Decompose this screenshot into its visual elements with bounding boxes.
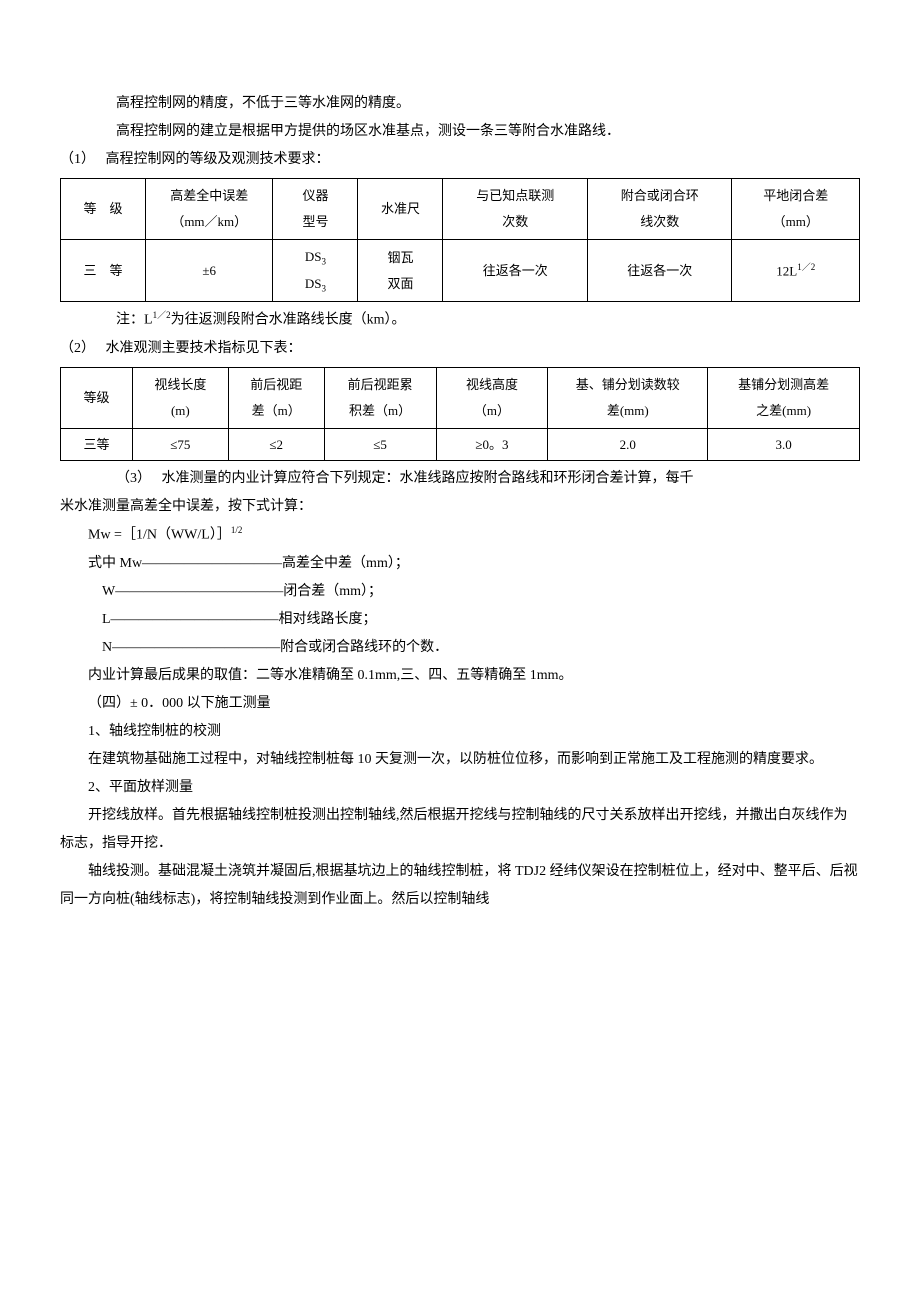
cell-text: 线次数	[640, 214, 679, 229]
cell: ≥0。3	[436, 428, 548, 460]
cell-text: 差(mm)	[607, 403, 649, 418]
superscript: 1／2	[153, 310, 171, 320]
table-1: 等 级 高差全中误差 （mm／km） 仪器 型号 水准尺 与已知点联测 次数 附…	[60, 178, 860, 302]
cell-text: 差（m）	[252, 403, 301, 418]
glossary-line: W————————————闭合差（mm）；	[60, 578, 860, 606]
cell-text: 视线长度	[154, 377, 206, 392]
cell-text: 平地闭合差	[763, 188, 828, 203]
cell-text: 视线高度	[466, 377, 518, 392]
cell-text: 仪器	[302, 188, 328, 203]
header-cell: 水准尺	[358, 179, 443, 240]
cell-text: (m)	[171, 403, 190, 418]
table-2: 等级 视线长度 (m) 前后视距 差（m） 前后视距累 积差（m） 视线高度 （…	[60, 367, 860, 461]
paragraph: 内业计算最后成果的取值：二等水准精确至 0.1mm,三、四、五等精确至 1mm。	[60, 662, 860, 690]
header-cell: 高差全中误差 （mm／km）	[145, 179, 273, 240]
superscript: 1/2	[231, 525, 243, 535]
subsection-title: 2、平面放样测量	[60, 774, 860, 802]
table-header-row: 等 级 高差全中误差 （mm／km） 仪器 型号 水准尺 与已知点联测 次数 附…	[61, 179, 860, 240]
section-3-line2: 米水准测量高差全中误差，按下式计算：	[60, 493, 860, 521]
cell: 往返各一次	[587, 240, 732, 302]
header-cell: 基铺分划测高差 之差(mm)	[708, 367, 860, 428]
cell-text: 铟瓦	[387, 250, 413, 265]
header-cell: 前后视距 差（m）	[228, 367, 324, 428]
table-row: 三 等 ±6 DS3 DS3 铟瓦 双面 往返各一次 往返各一次 12L1／2	[61, 240, 860, 302]
cell-text: 基、铺分划读数较	[576, 377, 680, 392]
note-text: 为往返测段附合水准路线长度（km）。	[171, 313, 406, 328]
paragraph: 轴线投测。基础混凝土浇筑并凝固后,根据基坑边上的轴线控制桩，将 TDJ2 经纬仪…	[60, 858, 860, 914]
glossary-line: L————————————相对线路长度；	[60, 606, 860, 634]
formula-text: Mw =［1/N（WW/L）］	[88, 528, 231, 543]
cell-text: 双面	[387, 276, 413, 291]
cell: 铟瓦 双面	[358, 240, 443, 302]
table-row: 三等 ≤75 ≤2 ≤5 ≥0。3 2.0 3.0	[61, 428, 860, 460]
cell: 三 等	[61, 240, 146, 302]
section-4-title: （四）± 0．000 以下施工测量	[60, 690, 860, 718]
cell-text: 前后视距	[250, 377, 302, 392]
header-cell: 平地闭合差 （mm）	[732, 179, 860, 240]
cell-text: 12L	[776, 263, 797, 278]
table-header-row: 等级 视线长度 (m) 前后视距 差（m） 前后视距累 积差（m） 视线高度 （…	[61, 367, 860, 428]
cell-text: 型号	[302, 214, 328, 229]
cell: 三等	[61, 428, 133, 460]
header-cell: 等 级	[61, 179, 146, 240]
glossary-line: N————————————附合或闭合路线环的个数．	[60, 634, 860, 662]
superscript: 1／2	[797, 262, 815, 272]
cell-text: 前后视距累	[348, 377, 413, 392]
cell-text: （m）	[474, 403, 510, 418]
header-cell: 仪器 型号	[273, 179, 358, 240]
header-cell: 视线长度 (m)	[132, 367, 228, 428]
paragraph: 开挖线放样。首先根据轴线控制桩投测出控制轴线,然后根据开挖线与控制轴线的尺寸关系…	[60, 802, 860, 858]
glossary-line: 式中 Mw——————————高差全中差（mm）；	[60, 550, 860, 578]
cell-text: 附合或闭合环	[621, 188, 699, 203]
cell: ≤75	[132, 428, 228, 460]
cell-text: 次数	[502, 214, 528, 229]
paragraph: 高程控制网的精度，不低于三等水准网的精度。	[60, 90, 860, 118]
cell-text: （mm）	[773, 214, 819, 229]
header-cell: 附合或闭合环 线次数	[587, 179, 732, 240]
formula: Mw =［1/N（WW/L）］1/2	[60, 521, 860, 550]
cell: 2.0	[548, 428, 708, 460]
cell-text: 高差全中误差	[170, 188, 248, 203]
paragraph: 高程控制网的建立是根据甲方提供的场区水准基点，测设一条三等附合水准路线．	[60, 118, 860, 146]
cell-text: （mm／km）	[171, 214, 247, 229]
subsection-title: 1、轴线控制桩的校测	[60, 718, 860, 746]
cell: DS3 DS3	[273, 240, 358, 302]
header-cell: 前后视距累 积差（m）	[324, 367, 436, 428]
table-note: 注：L1／2为往返测段附合水准路线长度（km）。	[60, 306, 860, 335]
header-cell: 视线高度 （m）	[436, 367, 548, 428]
cell-text: 之差(mm)	[756, 403, 811, 418]
subscript: 3	[322, 257, 327, 267]
cell: ≤2	[228, 428, 324, 460]
note-text: 注：L	[116, 313, 153, 328]
section-3-line1: （3） 水准测量的内业计算应符合下列规定：水准线路应按附合路线和环形闭合差计算，…	[60, 465, 860, 493]
cell: 3.0	[708, 428, 860, 460]
cell: 12L1／2	[732, 240, 860, 302]
header-cell: 等级	[61, 367, 133, 428]
header-cell: 基、铺分划读数较 差(mm)	[548, 367, 708, 428]
paragraph: 在建筑物基础施工过程中，对轴线控制桩每 10 天复测一次，以防桩位位移，而影响到…	[60, 746, 860, 774]
cell: 往返各一次	[443, 240, 588, 302]
header-cell: 与已知点联测 次数	[443, 179, 588, 240]
section-1-title: （1） 高程控制网的等级及观测技术要求：	[60, 146, 860, 174]
section-2-title: （2） 水准观测主要技术指标见下表：	[60, 335, 860, 363]
cell: ±6	[145, 240, 273, 302]
cell-text: 积差（m）	[349, 403, 411, 418]
cell-text: DS	[305, 276, 322, 291]
subscript: 3	[322, 283, 327, 293]
cell-text: 基铺分划测高差	[738, 377, 829, 392]
cell-text: 与已知点联测	[476, 188, 554, 203]
cell-text: DS	[305, 249, 322, 264]
cell: ≤5	[324, 428, 436, 460]
